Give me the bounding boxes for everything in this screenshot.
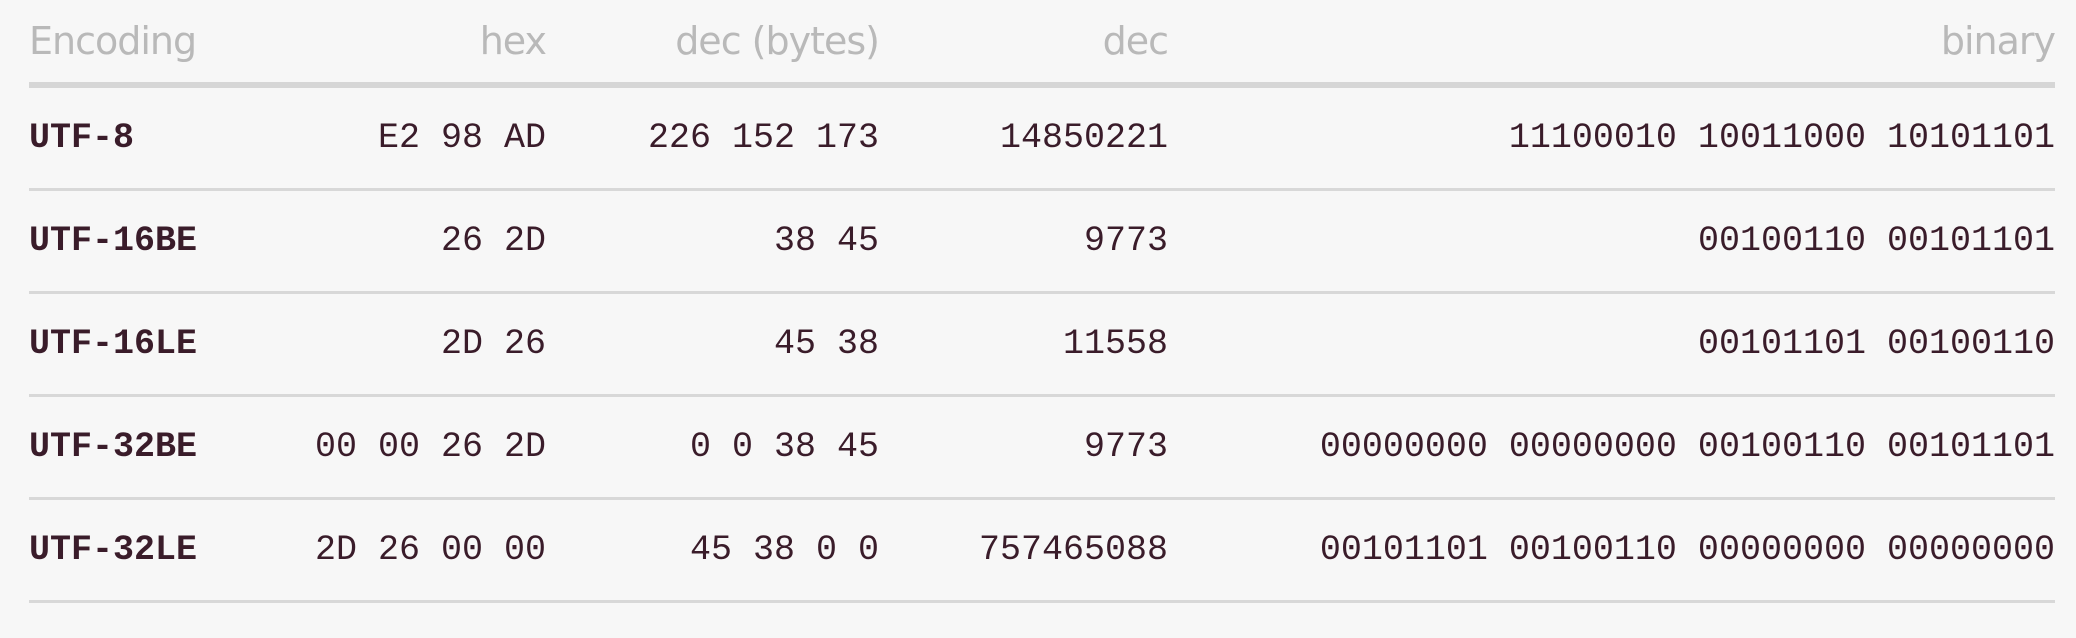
dec-cell: 9773: [879, 189, 1168, 294]
encoding-table: Encoding hex dec (bytes) dec binary UTF-…: [29, 0, 2056, 603]
table-row: UTF-32BE 00 00 26 2D 0 0 38 45 9773 0000…: [29, 395, 2055, 500]
dec-cell: 757465088: [879, 498, 1168, 603]
header-dec: dec: [879, 0, 1169, 88]
binary-cell: 00101101 00100110: [1168, 292, 2055, 397]
binary-cell: 11100010 10011000 10101101: [1168, 85, 2055, 191]
table-row: UTF-8 E2 98 AD 226 152 173 14850221 1110…: [29, 85, 2055, 191]
encoding-cell: UTF-16LE: [29, 292, 279, 397]
hex-cell: 2D 26 00 00: [279, 498, 546, 603]
binary-cell: 00000000 00000000 00100110 00101101: [1168, 395, 2055, 500]
hex-cell: 2D 26: [279, 292, 546, 397]
dec-cell: 14850221: [879, 85, 1168, 191]
table-row: UTF-16BE 26 2D 38 45 9773 00100110 00101…: [29, 189, 2055, 294]
header-row: Encoding hex dec (bytes) dec binary: [29, 0, 2056, 88]
encoding-cell: UTF-8: [29, 85, 279, 191]
header-encoding: Encoding: [29, 0, 279, 88]
table-row: UTF-16LE 2D 26 45 38 11558 00101101 0010…: [29, 292, 2055, 397]
dec-bytes-cell: 0 0 38 45: [546, 395, 879, 500]
table-row: UTF-32LE 2D 26 00 00 45 38 0 0 757465088…: [29, 498, 2055, 603]
binary-cell: 00100110 00101101: [1168, 189, 2055, 294]
header-binary: binary: [1168, 0, 2056, 88]
dec-bytes-cell: 38 45: [546, 189, 879, 294]
binary-cell: 00101101 00100110 00000000 00000000: [1168, 498, 2055, 603]
hex-cell: E2 98 AD: [279, 85, 546, 191]
encoding-cell: UTF-32BE: [29, 395, 279, 500]
dec-cell: 9773: [879, 395, 1168, 500]
header-hex: hex: [279, 0, 547, 88]
hex-cell: 26 2D: [279, 189, 546, 294]
dec-cell: 11558: [879, 292, 1168, 397]
hex-cell: 00 00 26 2D: [279, 395, 546, 500]
encoding-cell: UTF-16BE: [29, 189, 279, 294]
dec-bytes-cell: 45 38 0 0: [546, 498, 879, 603]
header-dec-bytes: dec (bytes): [546, 0, 880, 88]
encoding-cell: UTF-32LE: [29, 498, 279, 603]
dec-bytes-cell: 226 152 173: [546, 85, 879, 191]
dec-bytes-cell: 45 38: [546, 292, 879, 397]
